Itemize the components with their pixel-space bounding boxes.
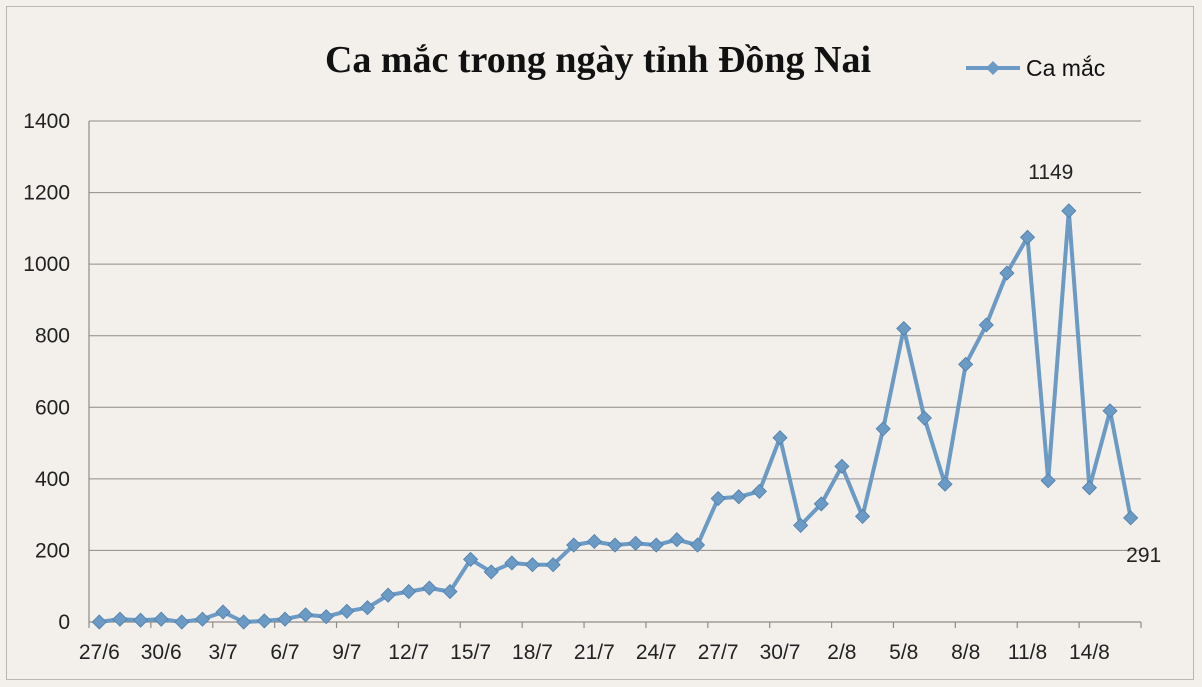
data-point-marker [421,580,437,596]
x-tick-label: 11/8 [1008,641,1047,664]
data-point-marker [256,613,272,629]
data-point-marker [401,584,417,600]
data-point-marker [112,611,128,627]
x-tick-label: 2/8 [827,641,856,664]
x-tick-label: 3/7 [208,641,237,664]
x-tick-label: 30/7 [760,641,801,664]
data-point-marker [380,587,396,603]
data-point-marker [854,508,871,524]
data-point-marker [958,356,974,372]
chart-title: Ca mắc trong ngày tỉnh Đồng Nai [325,39,871,81]
data-point-marker [978,317,994,333]
data-point-marker [1061,203,1077,219]
data-point-marker [91,614,107,630]
data-point-marker [545,557,561,573]
x-tick-label: 27/7 [698,641,739,664]
y-tick-label: 800 [35,325,70,348]
data-point-marker [463,551,479,567]
data-point-marker [1081,480,1097,496]
y-axis-tick-labels: 0 200 400 600 800 1000 1200 1400 [23,110,70,634]
y-tick-label: 1200 [23,182,70,205]
x-tick-label: 24/7 [636,641,677,664]
series-line [99,208,1133,624]
chart-frame [6,6,1194,680]
data-point-marker [793,517,809,533]
data-label: 291 [1126,544,1161,567]
data-point-marker [875,421,891,437]
data-point-marker [524,557,541,573]
x-tick-label: 30/6 [141,641,182,664]
data-point-marker [174,614,190,630]
x-axis-tick-labels: 27/6 30/6 3/7 6/7 9/7 12/7 15/7 18/7 21/7 24/7 27/… [79,641,1110,664]
data-point-marker [751,483,767,499]
data-point-marker [1019,229,1036,245]
data-point-marker [999,265,1015,281]
legend: Ca mắc [966,55,1105,81]
data-point-marker [215,604,231,620]
data-point-marker [277,611,293,627]
data-labels: 1149 291 [1028,161,1161,567]
data-point-marker [772,430,788,446]
x-tick-label: 5/8 [889,641,918,664]
x-tick-label: 9/7 [332,641,361,664]
data-point-marker [937,476,953,492]
data-point-marker [1102,403,1118,419]
x-tick-label: 14/8 [1069,641,1110,664]
data-point-marker [896,320,912,337]
data-point-marker [731,489,747,505]
data-point-marker [1123,510,1139,526]
data-point-marker [504,555,520,571]
data-point-marker [194,611,211,627]
x-tick-label: 21/7 [574,641,615,664]
x-tick-label: 6/7 [270,641,299,664]
x-tick-label: 8/8 [951,641,980,664]
y-tick-label: 600 [35,396,70,419]
data-point-marker [669,532,685,548]
gridlines [89,120,1141,551]
data-point-marker [236,614,252,630]
data-point-marker [689,537,706,553]
data-point-marker [834,458,850,474]
data-point-marker [1040,473,1056,489]
x-tick-label: 12/7 [388,641,429,664]
data-point-marker [298,607,314,623]
data-point-marker [607,537,623,553]
data-point-marker [339,603,355,619]
x-tick-label: 18/7 [512,641,553,664]
data-point-marker [648,537,664,553]
x-tick-label: 27/6 [79,641,120,664]
y-tick-label: 200 [35,539,70,562]
data-point-marker [710,490,726,507]
data-point-marker [483,564,499,580]
data-point-marker [153,611,169,627]
y-tick-label: 400 [35,468,70,491]
x-tick-label: 15/7 [450,641,491,664]
legend-label: Ca mắc [1026,55,1105,81]
data-point-marker [628,535,644,551]
series-ca-mac [91,203,1139,630]
data-point-marker [133,612,149,628]
data-point-marker [359,600,376,616]
data-point-marker [813,496,829,512]
data-point-marker [566,537,582,553]
data-label: 1149 [1028,161,1073,184]
data-point-marker [586,533,602,550]
y-tick-label: 1000 [23,253,70,276]
legend-diamond-marker [986,61,1000,75]
y-tick-label: 0 [58,611,70,634]
data-point-marker [916,410,932,426]
data-point-marker [318,609,334,625]
data-point-marker [442,584,458,600]
y-tick-label: 1400 [23,110,70,133]
